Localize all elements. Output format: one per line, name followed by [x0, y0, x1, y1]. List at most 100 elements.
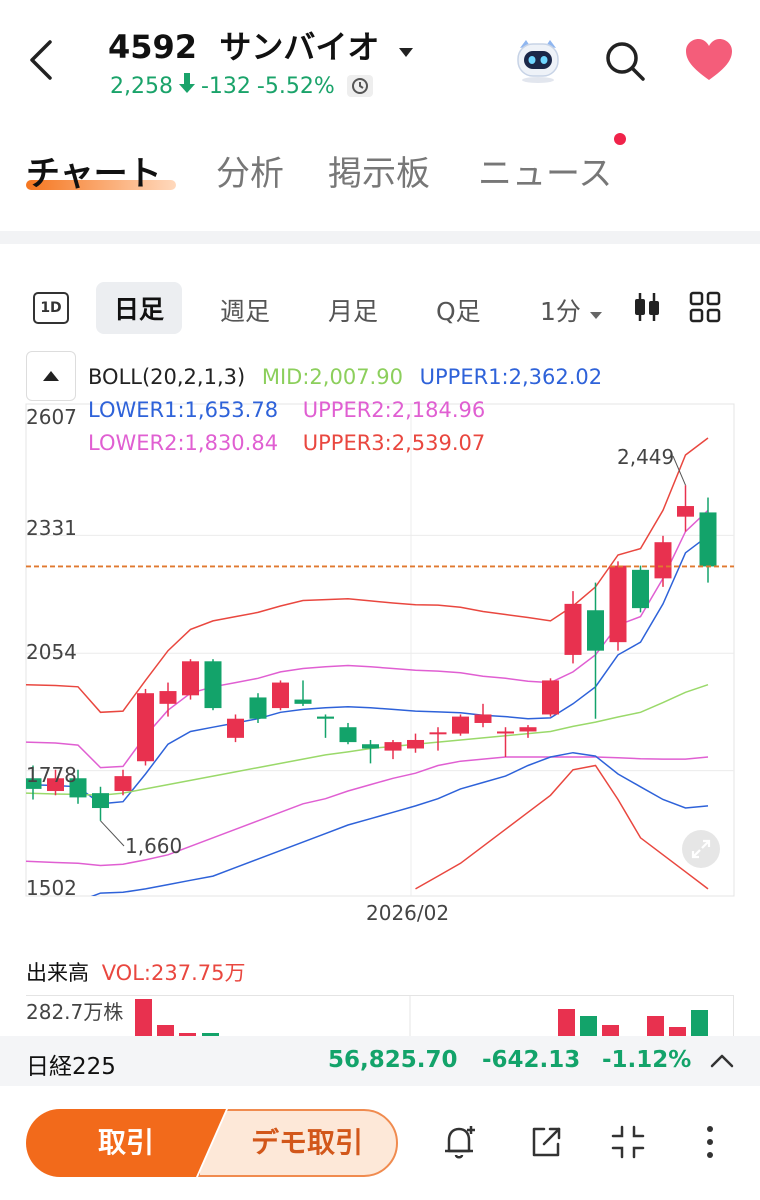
tab-analysis[interactable]: 分析	[216, 154, 284, 194]
boll-upper1: UPPER1:2,362.02	[419, 365, 603, 389]
candle-body	[699, 512, 717, 567]
stock-title[interactable]: 4592 サンバイオ	[108, 22, 415, 68]
volume-header: 出来高 VOL:237.75万	[26, 957, 245, 987]
candle-body	[92, 793, 109, 809]
candle-body	[317, 716, 334, 719]
volume-bar	[157, 1025, 174, 1036]
plot-area	[26, 437, 717, 896]
candle-body	[204, 661, 222, 709]
back-icon[interactable]	[24, 38, 60, 82]
volume-title: 出来高	[26, 961, 89, 985]
y-tick-label: 1778	[26, 763, 77, 787]
high-pointer-line	[672, 455, 686, 486]
boll-upper2: UPPER2:2,184.96	[302, 398, 486, 422]
interval-dropdown[interactable]: 1分	[540, 292, 603, 328]
boll-upper2-line	[26, 509, 709, 769]
candle-body	[227, 718, 244, 738]
candle-body	[272, 682, 289, 709]
stock-name: サンバイオ	[219, 28, 380, 66]
stock-quote: 2,258 -132 -5.52%	[110, 72, 373, 100]
boll-mid: MID:2,007.90	[261, 365, 403, 389]
volume-chart[interactable]	[26, 995, 734, 1036]
y-tick-label: 1502	[26, 876, 77, 900]
volume-bar	[669, 1027, 686, 1036]
volume-bar	[691, 1010, 708, 1036]
price-alert-bell-icon[interactable]	[440, 1122, 480, 1162]
candle-body	[249, 697, 267, 719]
candle-body	[182, 661, 199, 696]
boll-legend-row-3: LOWER2:1,830.84 UPPER3:2,539.07	[88, 431, 485, 455]
volume-axis-label: 282.7万株	[26, 1000, 124, 1024]
demo-trade-button[interactable]: デモ取引	[198, 1109, 398, 1177]
candle-body	[339, 727, 357, 743]
volume-bar	[558, 1009, 575, 1036]
stock-code: 4592	[108, 28, 198, 66]
favorite-heart-icon[interactable]	[684, 38, 734, 82]
candlestick-chart[interactable]	[0, 340, 760, 940]
x-axis-label: 2026/02	[366, 901, 450, 925]
news-notification-dot	[614, 133, 626, 145]
search-icon[interactable]	[602, 38, 648, 84]
boll-name: BOLL(20,2,1,3)	[88, 365, 246, 389]
index-change-pct: -1.12%	[602, 1047, 692, 1073]
trade-button[interactable]: 取引	[26, 1109, 226, 1177]
period-quarterly[interactable]: Q足	[436, 297, 481, 326]
candle-body	[542, 680, 559, 715]
candle-body	[654, 542, 672, 579]
landscape-shrink-icon[interactable]	[608, 1122, 648, 1162]
y-tick-label: 2607	[26, 405, 77, 429]
one-day-button[interactable]: 1D	[33, 292, 69, 324]
candle-body	[587, 610, 604, 651]
boll-lower3-line	[415, 764, 709, 890]
section-divider	[0, 231, 760, 244]
collapse-legend-button[interactable]	[26, 351, 76, 401]
candle-body	[47, 778, 64, 792]
price-chart[interactable]	[0, 340, 760, 940]
candle-body	[362, 744, 379, 749]
layout-grid-icon[interactable]	[688, 290, 722, 324]
index-ticker-bar[interactable]	[0, 1036, 760, 1086]
fullscreen-expand-button[interactable]	[682, 830, 720, 868]
volume-bar	[179, 1033, 196, 1036]
candle-body	[677, 506, 694, 517]
tab-chart[interactable]: チャート	[26, 154, 162, 194]
candle-body	[564, 603, 582, 655]
candle-body	[429, 732, 447, 735]
index-name: 日経225	[26, 1054, 116, 1080]
period-monthly[interactable]: 月足	[328, 297, 379, 326]
low-pointer-line	[100, 820, 125, 847]
candle-body	[114, 776, 132, 792]
candle-body	[632, 569, 649, 609]
period-weekly[interactable]: 週足	[220, 297, 271, 326]
caret-down-icon	[397, 30, 415, 68]
candle-body	[497, 731, 514, 734]
y-tick-label: 2331	[26, 516, 77, 540]
volume-bar	[647, 1016, 664, 1036]
period-daily[interactable]: 日足	[96, 282, 183, 334]
robot-assistant-icon[interactable]	[510, 34, 566, 84]
chevron-up-icon[interactable]	[708, 1049, 736, 1073]
caret-down-icon	[589, 297, 603, 326]
candle-body	[452, 716, 469, 734]
more-vertical-icon[interactable]	[690, 1122, 730, 1162]
tab-news[interactable]: ニュース	[478, 154, 613, 194]
candle-body	[26, 778, 42, 789]
candle-body	[294, 699, 312, 704]
clock-icon	[346, 75, 373, 97]
candle-body	[159, 691, 177, 704]
tab-board[interactable]: 掲示板	[328, 154, 430, 194]
volume-bar	[602, 1025, 619, 1036]
boll-lower2-line	[90, 751, 709, 896]
share-icon[interactable]	[526, 1122, 566, 1162]
candle-body	[407, 739, 424, 749]
y-tick-label: 2054	[26, 640, 77, 664]
volume-bar	[135, 999, 152, 1036]
candle-body	[69, 778, 87, 798]
candle-body	[474, 714, 492, 723]
candle-body	[137, 693, 154, 762]
down-arrow-icon	[178, 72, 195, 100]
boll-legend-row-1: BOLL(20,2,1,3) MID:2,007.90 UPPER1:2,362…	[88, 365, 602, 389]
volume-value: VOL:237.75万	[101, 961, 246, 985]
tab-underline	[26, 180, 176, 190]
candlestick-type-icon[interactable]	[630, 290, 664, 324]
